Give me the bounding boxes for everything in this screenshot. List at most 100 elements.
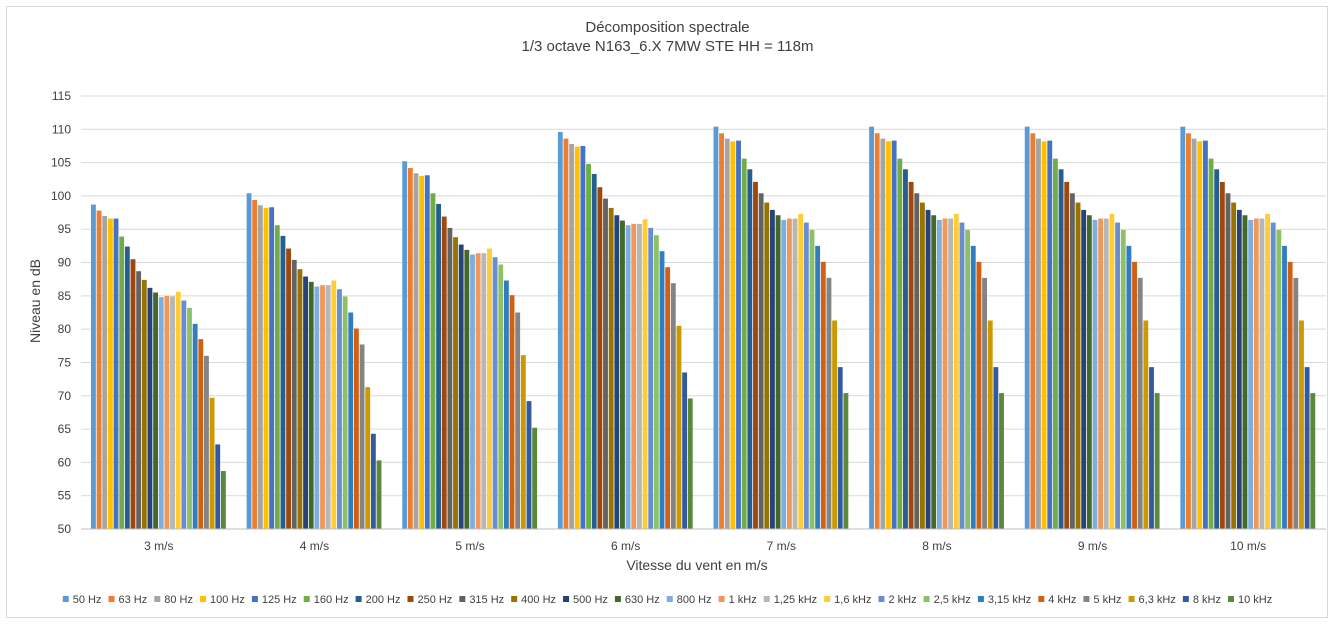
- bar: [136, 271, 142, 529]
- bar: [215, 444, 221, 529]
- x-tick-label: 5 m/s: [455, 539, 484, 553]
- bar: [1115, 222, 1121, 529]
- bar: [832, 320, 838, 529]
- bar: [936, 219, 942, 529]
- legend-swatch: [459, 596, 466, 602]
- bar: [1293, 277, 1299, 529]
- bar: [636, 223, 642, 529]
- bar: [670, 283, 676, 529]
- bar: [263, 207, 269, 529]
- legend-label: 50 Hz: [73, 594, 102, 606]
- bar: [837, 367, 843, 529]
- legend-label: 200 Hz: [366, 594, 401, 606]
- x-tick-label: 7 m/s: [767, 539, 796, 553]
- bar: [580, 145, 586, 529]
- legend-swatch: [923, 596, 930, 602]
- chart-subtitle: 1/3 octave N163_6.X 7MW STE HH = 118m: [521, 38, 814, 55]
- bar: [447, 227, 453, 529]
- bar: [441, 216, 447, 529]
- bar: [1180, 126, 1186, 529]
- bar: [1287, 261, 1293, 529]
- bar: [1299, 320, 1304, 529]
- bar: [682, 372, 688, 529]
- bar: [252, 199, 258, 530]
- bar: [1214, 169, 1220, 529]
- bar: [107, 218, 113, 529]
- y-tick-label: 50: [58, 522, 72, 536]
- bar: [526, 401, 532, 529]
- bar: [96, 210, 102, 529]
- bar: [659, 251, 665, 529]
- y-tick-label: 70: [58, 389, 72, 403]
- bar: [965, 229, 971, 529]
- bar: [458, 244, 464, 530]
- bar: [563, 138, 569, 529]
- bar: [1132, 261, 1137, 529]
- legend-label: 125 Hz: [262, 594, 297, 606]
- bar: [826, 277, 832, 529]
- bar: [608, 207, 614, 529]
- bar: [1265, 213, 1270, 529]
- bar: [869, 126, 874, 529]
- bar: [1304, 367, 1310, 529]
- bar: [453, 237, 458, 529]
- bar: [124, 246, 130, 530]
- bar: [337, 289, 342, 529]
- bar: [419, 175, 425, 529]
- bar: [153, 292, 159, 529]
- bar: [1253, 218, 1259, 529]
- bar: [815, 245, 821, 529]
- bar: [198, 339, 204, 529]
- legend-swatch: [1038, 596, 1045, 602]
- legend-label: 630 Hz: [625, 594, 660, 606]
- bar: [492, 257, 498, 529]
- legend-swatch: [824, 596, 831, 602]
- legend-label: 500 Hz: [573, 594, 608, 606]
- bar: [1282, 245, 1287, 529]
- legend-label: 1,6 kHz: [834, 594, 871, 606]
- bar: [591, 173, 597, 529]
- legend-swatch: [303, 596, 310, 602]
- bar: [1120, 229, 1126, 529]
- legend-label: 63 Hz: [119, 594, 148, 606]
- bar: [1310, 393, 1316, 529]
- legend-label: 6,3 kHz: [1139, 594, 1176, 606]
- bar: [914, 193, 920, 529]
- bar: [286, 248, 292, 530]
- x-axis-title: Vitesse du vent en m/s: [626, 557, 767, 573]
- bar: [359, 344, 365, 529]
- bar: [164, 295, 170, 529]
- bar: [1248, 219, 1254, 529]
- bar: [470, 254, 475, 530]
- bar: [141, 279, 147, 529]
- y-tick-label: 75: [58, 355, 72, 369]
- bar: [586, 163, 591, 529]
- y-tick-label: 90: [58, 256, 72, 270]
- legend-swatch: [154, 596, 161, 602]
- x-tick-label: 4 m/s: [300, 539, 329, 553]
- legend-swatch: [1182, 596, 1189, 602]
- bar: [1058, 169, 1064, 529]
- bar: [464, 249, 470, 529]
- x-tick-label: 9 m/s: [1078, 539, 1107, 553]
- bar: [130, 259, 136, 529]
- bar: [1270, 222, 1276, 529]
- bar: [413, 173, 419, 529]
- bar: [376, 460, 382, 529]
- bar: [625, 225, 631, 530]
- legend-swatch: [407, 596, 414, 602]
- legend-label: 400 Hz: [521, 594, 556, 606]
- bar: [170, 296, 175, 529]
- bar: [676, 325, 682, 529]
- bar: [353, 328, 359, 529]
- bar: [1154, 393, 1160, 529]
- bar: [970, 245, 976, 529]
- bar: [102, 215, 108, 529]
- bar: [1137, 277, 1143, 529]
- bar: [775, 215, 781, 530]
- bar: [498, 264, 504, 529]
- bar: [993, 367, 999, 529]
- bar: [741, 158, 747, 529]
- chart-title: Décomposition spectrale: [585, 19, 750, 36]
- bar: [631, 223, 637, 529]
